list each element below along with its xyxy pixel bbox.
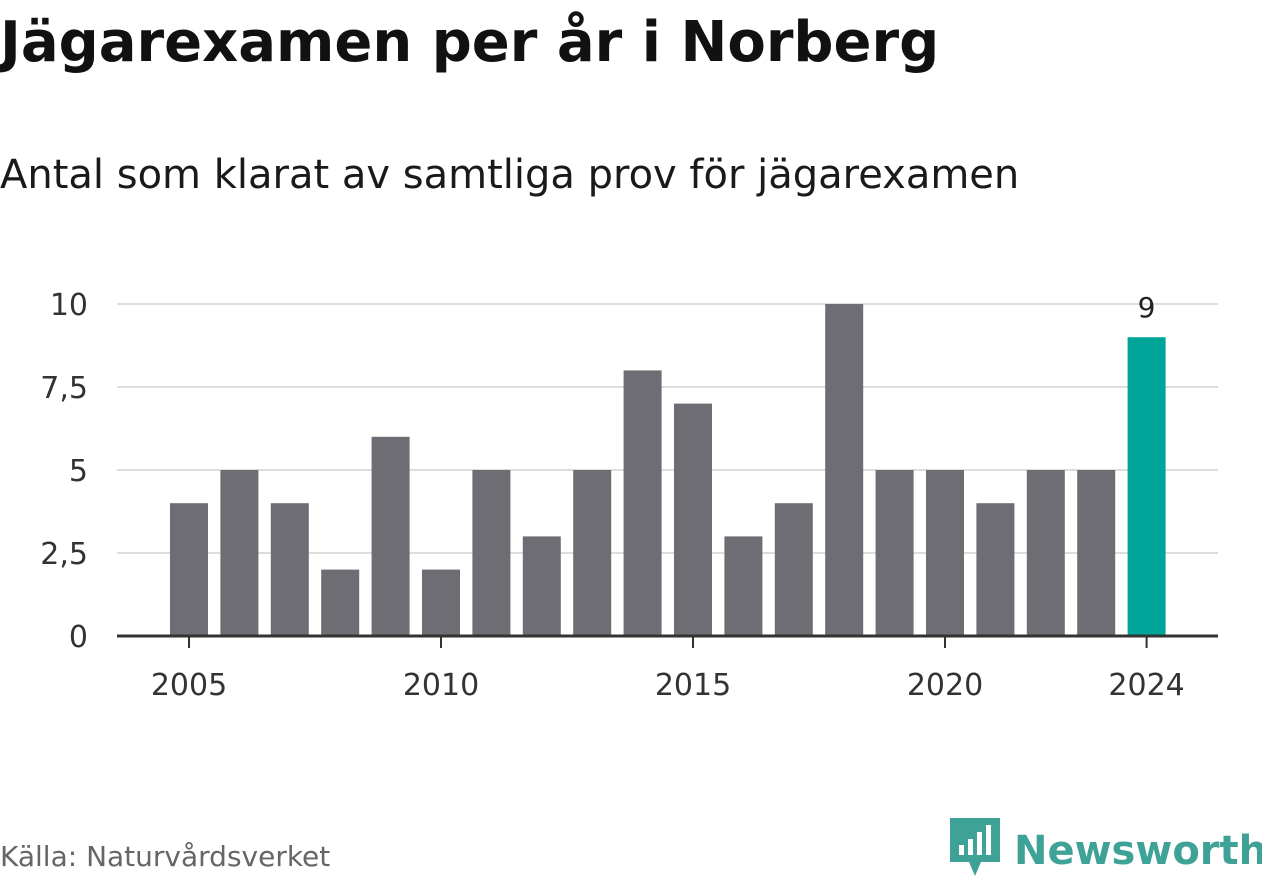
bar <box>825 304 864 636</box>
x-tick-label: 2005 <box>151 668 227 703</box>
bar <box>573 470 612 636</box>
bar <box>170 503 208 636</box>
brand-logo: Newsworthy <box>950 818 1262 884</box>
x-tick-label: 2015 <box>655 668 731 703</box>
bar <box>976 503 1015 636</box>
bar-chart-logo-icon <box>950 818 1000 884</box>
y-tick-label: 5 <box>69 454 88 489</box>
bar <box>422 569 460 636</box>
bar <box>774 503 813 636</box>
bar <box>1077 470 1116 636</box>
bar <box>674 403 712 636</box>
bar <box>270 503 309 636</box>
bars <box>170 304 1166 636</box>
x-tick-label: 2010 <box>403 668 479 703</box>
bar <box>321 569 360 636</box>
x-axis: 2005 2010 2015 2020 2024 <box>117 634 1218 703</box>
y-tick-label: 0 <box>69 620 88 655</box>
chart-title: Jägarexamen per år i Norberg <box>0 10 940 75</box>
bar-value-label: 9 <box>1138 291 1156 324</box>
bar <box>1127 337 1166 636</box>
x-tick-label: 2020 <box>907 668 983 703</box>
y-tick-label: 7,5 <box>40 371 88 406</box>
chart-subtitle: Antal som klarat av samtliga prov för jä… <box>0 152 1020 198</box>
bar <box>724 536 763 636</box>
source-note: Källa: Naturvårdsverket <box>0 840 331 873</box>
bar-annotations: 9 <box>1138 291 1156 324</box>
bar <box>220 470 259 636</box>
bar <box>371 436 410 636</box>
bar <box>875 470 914 636</box>
y-axis-labels: 0 2,5 5 7,5 10 <box>40 288 88 655</box>
bar <box>1026 470 1065 636</box>
x-tick-label: 2024 <box>1108 668 1184 703</box>
brand-name: Newsworthy <box>1014 828 1262 874</box>
y-tick-label: 10 <box>50 288 88 323</box>
y-tick-label: 2,5 <box>40 537 88 572</box>
bar <box>472 470 511 636</box>
bar <box>623 370 662 636</box>
bar <box>926 470 964 636</box>
bar <box>522 536 561 636</box>
